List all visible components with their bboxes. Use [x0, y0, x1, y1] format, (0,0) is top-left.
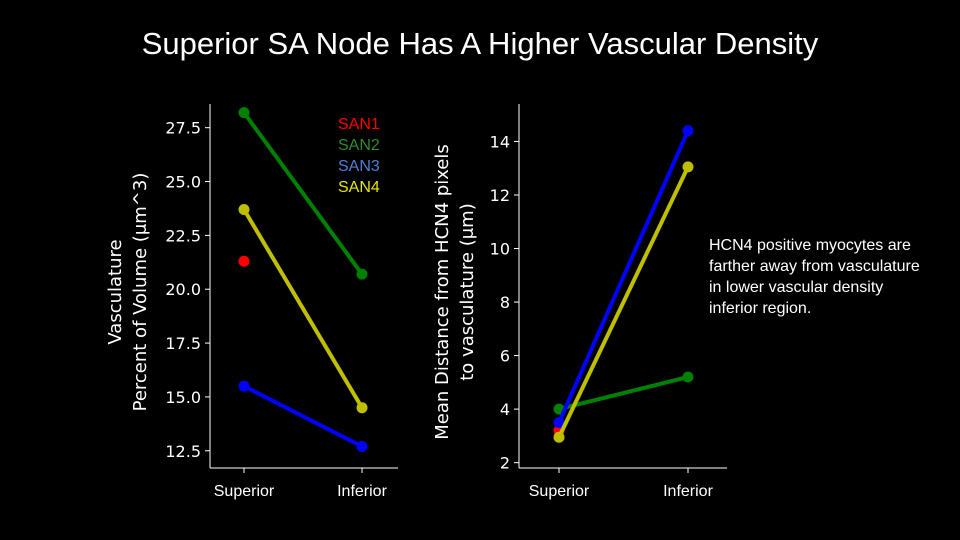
data-point-san2: [238, 107, 250, 119]
y-axis-label-line: Mean Distance from HCN4 pixels: [432, 144, 453, 440]
y-tick-label: 8: [500, 293, 510, 312]
x-category-label: Superior: [214, 483, 275, 500]
data-point-san4: [356, 402, 368, 414]
series-line-san4: [242, 208, 364, 409]
x-category-label: Inferior: [663, 483, 713, 500]
legend-entry-san2: SAN2: [338, 137, 380, 154]
y-tick-label: 20.0: [165, 280, 201, 299]
series-line-san2: [242, 111, 364, 276]
x-category-label: Inferior: [337, 483, 387, 500]
y-tick-label: 6: [500, 347, 510, 366]
y-tick-label: 14: [490, 132, 510, 151]
data-point-san2: [682, 371, 694, 383]
y-axis-label-line: Vasculature: [105, 239, 126, 344]
y-tick-label: 10: [490, 240, 510, 259]
y-axis-label-line: to vasculature (μm): [457, 203, 478, 381]
legend-entry-san1: SAN1: [338, 116, 380, 133]
series-line-san3: [243, 384, 363, 449]
data-point-san3: [238, 380, 250, 392]
vasculature-chart: 12.5 15.0 17.5 20.0 22.5 25.0 27.5 Superior Infe…: [105, 104, 398, 500]
series-line-san2: [558, 375, 689, 412]
annotation-text: HCN4 positive myocytes are farther away …: [709, 237, 920, 317]
legend-entry-san3: SAN3: [338, 158, 380, 175]
data-point-san4: [238, 204, 250, 216]
data-point-san1: [238, 255, 250, 267]
y-tick-label: 15.0: [165, 388, 201, 407]
data-point-san3: [682, 125, 694, 137]
y-axis-label-line: Percent of Volume (μm^3): [130, 173, 151, 412]
y-tick-label: 12: [490, 186, 510, 205]
distance-chart: 2 4 6 8 10 12 14 Superior Inferior Mean Distance …: [432, 104, 727, 500]
data-point-san3: [553, 417, 565, 428]
data-point-san3: [356, 440, 368, 452]
slide-title: Superior SA Node Has A Higher Vascular D…: [141, 26, 819, 61]
data-point-san4: [553, 431, 565, 443]
y-tick-label: 27.5: [165, 119, 201, 138]
y-tick-label: 4: [500, 400, 510, 419]
data-point-san2: [356, 268, 368, 280]
legend-entry-san4: SAN4: [338, 179, 380, 196]
series-line-san4: [557, 166, 690, 439]
y-tick-label: 2: [500, 454, 510, 473]
x-category-label: Superior: [529, 483, 590, 500]
y-tick-label: 25.0: [165, 173, 201, 192]
data-point-san4: [682, 161, 694, 173]
y-tick-label: 22.5: [165, 226, 201, 245]
y-tick-label: 17.5: [165, 334, 201, 353]
series-line-san3: [557, 129, 690, 424]
y-tick-label: 12.5: [165, 442, 201, 461]
